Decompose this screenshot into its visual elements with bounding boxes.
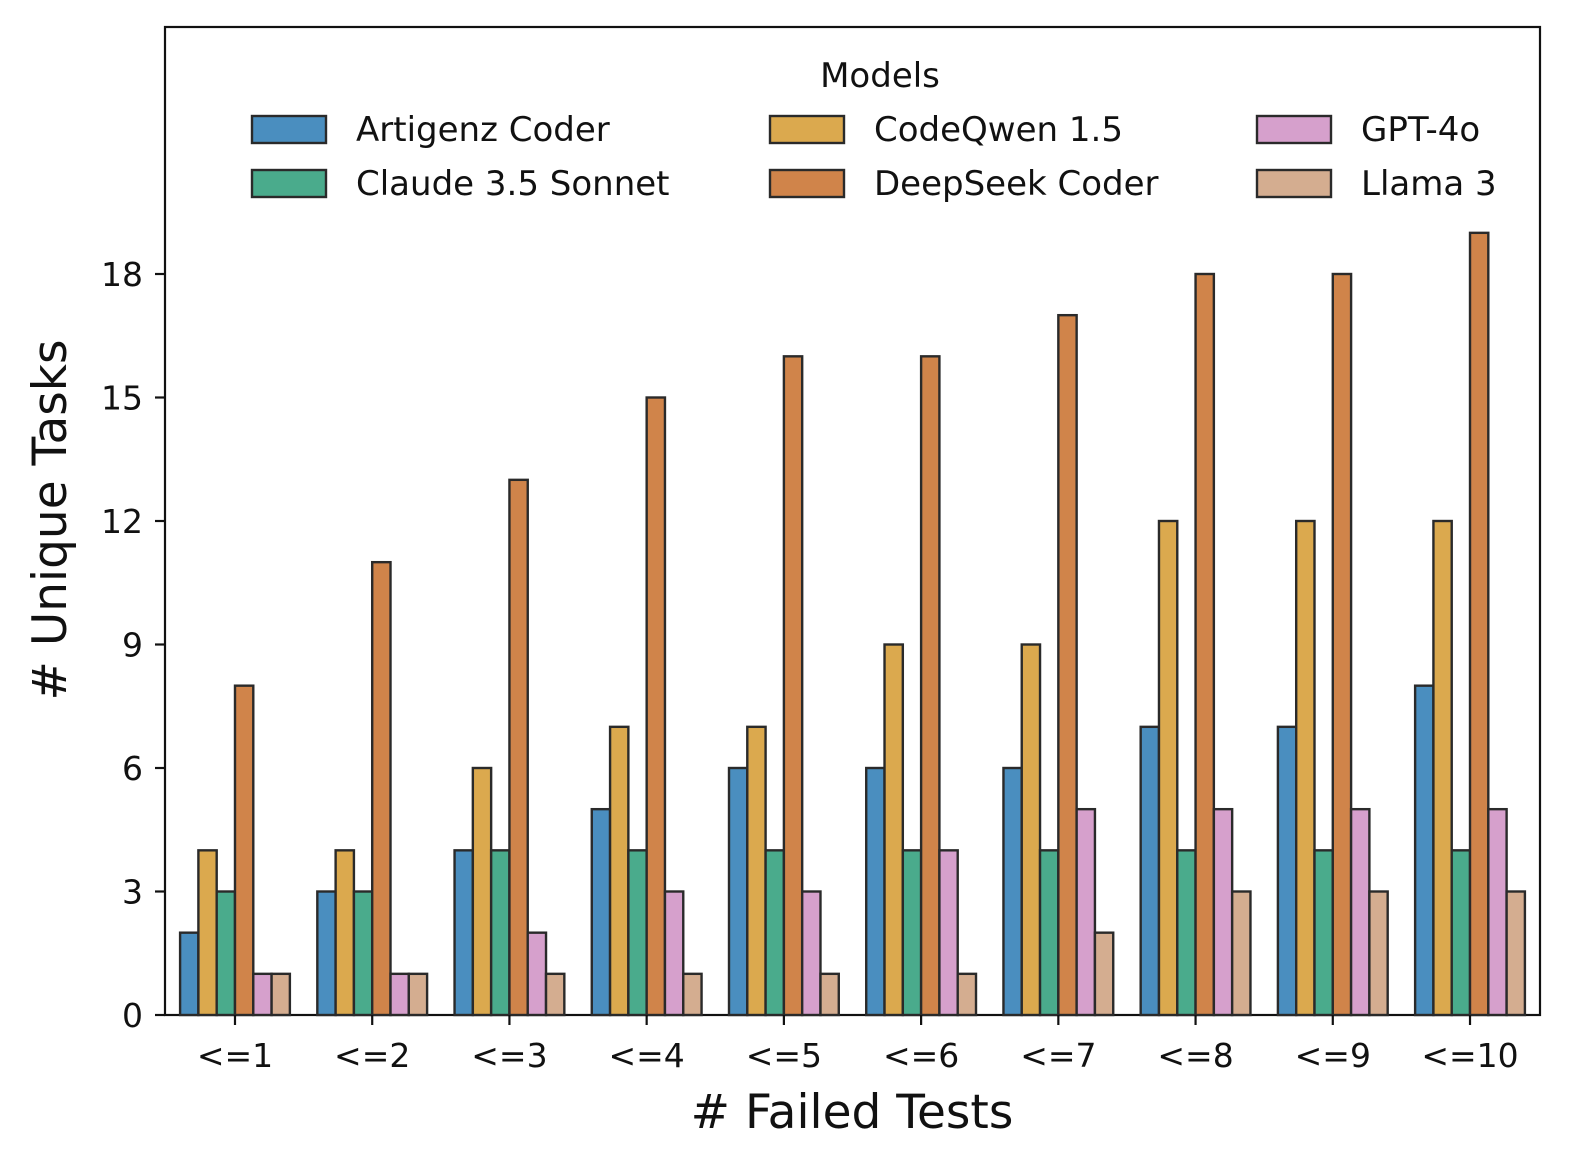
legend-swatch-claude-3-5-sonnet (250, 168, 328, 199)
bar-codeqwen-1-5-5 (746, 725, 767, 1017)
bar-gpt-4o-7 (1075, 807, 1097, 1017)
y-tick-label: 15 (101, 379, 143, 418)
bar-gpt-4o-9 (1349, 807, 1371, 1017)
legend-label-claude-3-5-sonnet: Claude 3.5 Sonnet (356, 164, 670, 204)
legend-swatch-deepseek-coder (768, 168, 846, 199)
legend-swatch-gpt-4o (1255, 114, 1333, 145)
bar-deepseek-coder-10 (1468, 231, 1490, 1017)
bar-deepseek-coder-3 (508, 478, 529, 1017)
legend-label-artigenz-coder: Artigenz Coder (356, 110, 610, 150)
bar-gpt-4o-1 (252, 972, 273, 1017)
bar-llama-3-6 (956, 972, 978, 1017)
bar-deepseek-coder-7 (1057, 313, 1078, 1017)
y-tick-label: 18 (101, 255, 143, 294)
legend-label-gpt-4o: GPT-4o (1361, 110, 1480, 150)
bar-artigenz-coder-4 (590, 807, 612, 1017)
y-tick-label: 0 (122, 996, 143, 1035)
x-tick-label: <=8 (1157, 1036, 1233, 1075)
bar-deepseek-coder-2 (371, 560, 392, 1017)
bar-deepseek-coder-1 (233, 684, 255, 1017)
y-axis: 0 3 6 9 12 15 18 (101, 255, 165, 1035)
bar-artigenz-coder-3 (453, 849, 475, 1017)
legend-label-llama-3: Llama 3 (1361, 164, 1497, 204)
bar-gpt-4o-5 (800, 890, 822, 1017)
bar-claude-3-5-sonnet-6 (901, 849, 923, 1017)
bar-llama-3-3 (544, 972, 566, 1017)
bar-artigenz-coder-8 (1139, 725, 1161, 1017)
bar-claude-3-5-sonnet-7 (1038, 849, 1060, 1017)
bar-gpt-4o-2 (389, 972, 411, 1017)
x-tick-label: <=3 (471, 1036, 547, 1075)
legend-title: Models (820, 56, 940, 96)
bar-llama-3-8 (1230, 890, 1252, 1017)
legend-swatch-codeqwen-1-5 (768, 114, 846, 145)
bar-codeqwen-1-5-10 (1432, 519, 1453, 1017)
bar-deepseek-coder-8 (1194, 272, 1216, 1017)
bar-codeqwen-1-5-9 (1294, 519, 1316, 1017)
bar-deepseek-coder-5 (782, 355, 804, 1017)
bar-claude-3-5-sonnet-3 (489, 849, 511, 1017)
y-tick-label: 3 (122, 873, 143, 912)
bar-artigenz-coder-5 (727, 766, 749, 1017)
bar-codeqwen-1-5-2 (334, 849, 356, 1017)
legend-swatch-artigenz-coder (250, 114, 328, 145)
x-tick-label: <=4 (609, 1036, 685, 1075)
bar-artigenz-coder-10 (1413, 684, 1435, 1017)
x-tick-label: <=6 (883, 1036, 959, 1075)
bar-llama-3-1 (270, 972, 292, 1017)
bar-claude-3-5-sonnet-5 (764, 849, 786, 1017)
legend-swatch-llama-3 (1255, 168, 1333, 199)
x-tick-label: <=7 (1020, 1036, 1096, 1075)
bar-llama-3-5 (819, 972, 840, 1017)
legend-label-codeqwen-1-5: CodeQwen 1.5 (874, 110, 1123, 150)
bars-group (178, 231, 1527, 1017)
x-tick-label: <=9 (1295, 1036, 1371, 1075)
bar-llama-3-10 (1505, 890, 1527, 1017)
bar-artigenz-coder-6 (865, 766, 886, 1017)
y-tick-label: 6 (122, 749, 143, 788)
bar-llama-3-4 (682, 972, 703, 1017)
bar-artigenz-coder-2 (316, 890, 337, 1017)
bar-gpt-4o-4 (663, 890, 685, 1017)
y-axis-title: # Unique Tasks (23, 340, 78, 701)
x-axis: <=1 <=2 <=3 <=4 <=5 <=6 <=7 <=8 <=9 <=10 (197, 1015, 1519, 1075)
bar-gpt-4o-6 (938, 849, 959, 1017)
bar-artigenz-coder-7 (1002, 766, 1023, 1017)
x-tick-label: <=2 (334, 1036, 410, 1075)
bar-claude-3-5-sonnet-8 (1176, 849, 1197, 1017)
bar-codeqwen-1-5-4 (608, 725, 630, 1017)
bar-gpt-4o-10 (1487, 807, 1508, 1017)
bar-claude-3-5-sonnet-10 (1450, 849, 1472, 1017)
bar-claude-3-5-sonnet-1 (215, 890, 237, 1017)
x-tick-label: <=5 (746, 1036, 822, 1075)
y-tick-label: 12 (101, 502, 143, 541)
bar-codeqwen-1-5-6 (883, 643, 905, 1017)
bar-deepseek-coder-6 (919, 355, 941, 1017)
bar-codeqwen-1-5-8 (1157, 519, 1179, 1017)
bar-deepseek-coder-4 (645, 396, 667, 1017)
bar-claude-3-5-sonnet-9 (1313, 849, 1334, 1017)
y-tick-label: 9 (122, 626, 143, 665)
bar-claude-3-5-sonnet-4 (627, 849, 648, 1017)
bar-codeqwen-1-5-3 (471, 766, 493, 1017)
bar-gpt-4o-8 (1212, 807, 1234, 1017)
legend-label-deepseek-coder: DeepSeek Coder (874, 164, 1159, 204)
bar-llama-3-9 (1368, 890, 1389, 1017)
legend: Models Artigenz Coder Claude 3.5 Sonnet Co… (250, 56, 1497, 204)
x-axis-title: # Failed Tests (691, 1085, 1014, 1140)
bar-artigenz-coder-1 (178, 931, 200, 1017)
bar-codeqwen-1-5-1 (197, 849, 218, 1017)
bar-llama-3-2 (407, 972, 429, 1017)
x-tick-label: <=10 (1421, 1036, 1518, 1075)
bar-gpt-4o-3 (526, 931, 548, 1017)
x-tick-label: <=1 (197, 1036, 273, 1075)
bar-artigenz-coder-9 (1276, 725, 1298, 1017)
bar-claude-3-5-sonnet-2 (352, 890, 374, 1017)
bar-deepseek-coder-9 (1331, 272, 1353, 1017)
bar-codeqwen-1-5-7 (1020, 643, 1042, 1017)
bar-llama-3-7 (1093, 931, 1115, 1017)
